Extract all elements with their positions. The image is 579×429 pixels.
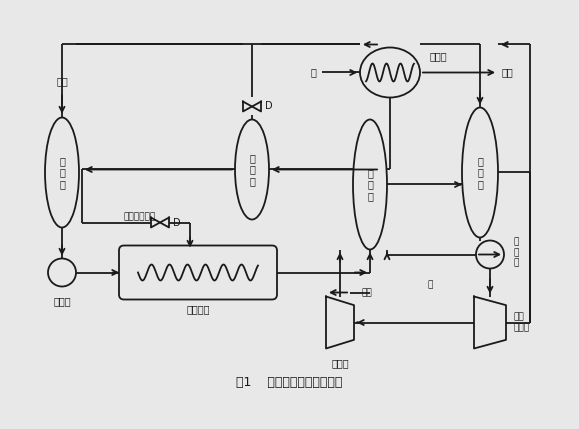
Text: 再沸器: 再沸器 — [430, 51, 448, 61]
Ellipse shape — [360, 48, 420, 97]
Text: 反
应
器: 反 应 器 — [367, 168, 373, 201]
Text: 图1    湿式氧化系统工艺流程: 图1 湿式氧化系统工艺流程 — [236, 376, 343, 389]
Text: 已氧化的液体: 已氧化的液体 — [124, 212, 156, 221]
Text: 蒸汽: 蒸汽 — [502, 67, 514, 78]
Text: 废: 废 — [427, 280, 433, 289]
Text: D: D — [173, 218, 181, 227]
Text: 分
离
器: 分 离 器 — [477, 156, 483, 189]
FancyBboxPatch shape — [119, 245, 277, 299]
Ellipse shape — [45, 118, 79, 227]
Text: 空压机: 空压机 — [331, 359, 349, 369]
Text: 空气: 空气 — [362, 288, 373, 297]
Text: 水: 水 — [310, 67, 316, 78]
Ellipse shape — [235, 120, 269, 220]
Text: 分
离
器: 分 离 器 — [249, 153, 255, 186]
Circle shape — [48, 259, 76, 287]
Text: 循
环
泵: 循 环 泵 — [514, 238, 519, 267]
Text: 贮
存
槽: 贮 存 槽 — [59, 156, 65, 189]
Text: 废水: 废水 — [56, 76, 68, 87]
Circle shape — [476, 241, 504, 269]
Ellipse shape — [462, 108, 498, 238]
Text: 热交换器: 热交换器 — [186, 305, 210, 314]
Text: 高压泵: 高压泵 — [53, 296, 71, 306]
Ellipse shape — [353, 120, 387, 250]
Text: D: D — [265, 102, 273, 112]
Text: 涡轮
膨胀器: 涡轮 膨胀器 — [514, 313, 530, 332]
